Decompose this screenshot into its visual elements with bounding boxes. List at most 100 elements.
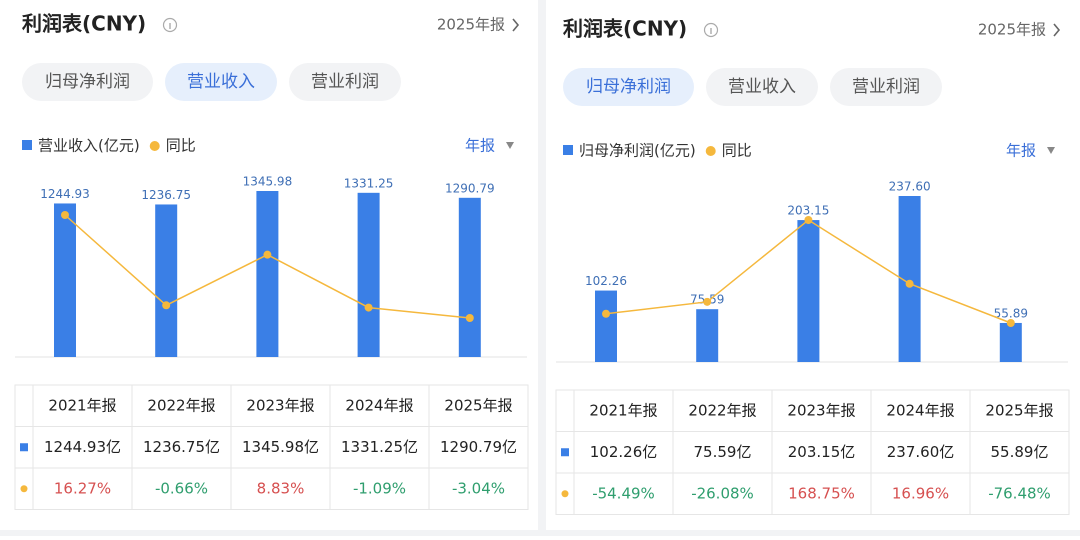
tab-label[interactable]: 营业利润 <box>311 72 379 92</box>
data-label: 1290.79 <box>445 181 495 195</box>
row-dot <box>20 485 28 493</box>
tab[interactable] <box>830 68 942 106</box>
table-cell: 55.89亿 <box>991 443 1049 461</box>
data-label: 55.89 <box>994 306 1028 320</box>
data-label: 102.26 <box>585 274 627 288</box>
chevron <box>512 18 520 32</box>
legend-label: 同比 <box>722 142 752 160</box>
yoy-point <box>602 309 610 318</box>
period-selector[interactable]: 2025年报 <box>978 21 1046 39</box>
table-cell: 237.60亿 <box>887 443 955 461</box>
table-cell: -26.08% <box>691 484 754 502</box>
legend-swatch <box>22 140 32 150</box>
table-cell: 16.27% <box>54 479 111 497</box>
table-cell: -3.04% <box>452 479 505 497</box>
legend-dot <box>149 141 160 151</box>
info-icon[interactable] <box>703 22 719 38</box>
tab[interactable] <box>289 63 401 101</box>
table-header: 2024年报 <box>345 396 413 414</box>
data-label: 1345.98 <box>243 175 293 189</box>
filter-selector[interactable]: 年报 <box>465 137 495 155</box>
chevron <box>1053 23 1061 37</box>
yoy-point <box>703 297 712 306</box>
yoy-point <box>804 216 813 224</box>
table-cell: 75.59亿 <box>694 443 752 461</box>
tab[interactable] <box>563 68 694 106</box>
bar <box>256 191 279 357</box>
data-label: 203.15 <box>787 204 829 218</box>
table-cell: 168.75% <box>788 484 855 502</box>
table-header: 2025年报 <box>985 401 1053 419</box>
row-dot <box>561 490 569 498</box>
panel-title: 利润表(CNY) <box>563 17 687 41</box>
table-frame <box>14 384 529 510</box>
dropdown-arrow <box>506 142 514 149</box>
row-swatch <box>561 448 569 457</box>
table-cell: 16.96% <box>892 484 949 502</box>
table-cell: 1244.93亿 <box>44 438 121 456</box>
table-cell: -54.49% <box>592 484 655 502</box>
bar <box>155 204 178 357</box>
data-label: 1244.93 <box>40 187 90 201</box>
table-frame <box>555 389 1070 515</box>
yoy-point <box>364 303 373 312</box>
table-cell: 8.83% <box>257 479 305 497</box>
data-label: 1331.25 <box>344 176 394 190</box>
table-cell: -1.09% <box>353 479 406 497</box>
table-header: 2021年报 <box>589 401 657 419</box>
table-header: 2025年报 <box>444 396 512 414</box>
tab[interactable] <box>22 63 153 101</box>
table-header: 2024年报 <box>886 401 954 419</box>
bottom-strip <box>0 530 1080 536</box>
filter-selector[interactable]: 年报 <box>1006 142 1036 160</box>
bar <box>357 192 380 357</box>
data-label: 1236.75 <box>141 188 191 202</box>
table-cell: -0.66% <box>155 479 208 497</box>
tab[interactable] <box>706 68 818 106</box>
table-cell: 1345.98亿 <box>242 438 319 456</box>
table-cell: 1290.79亿 <box>440 438 517 456</box>
dropdown-arrow <box>1047 147 1055 154</box>
yoy-point <box>162 301 171 310</box>
bar <box>595 290 617 362</box>
table-cell: 1331.25亿 <box>341 438 418 456</box>
table-header: 2023年报 <box>246 396 314 414</box>
bar <box>54 203 76 357</box>
tab-label[interactable]: 营业收入 <box>187 72 255 92</box>
table-cell: 1236.75亿 <box>143 438 220 456</box>
table-header: 2022年报 <box>688 401 756 419</box>
legend-label: 同比 <box>166 137 196 155</box>
row-swatch <box>20 443 28 452</box>
legend-label: 营业收入(亿元) <box>38 137 140 155</box>
bar <box>797 220 820 362</box>
period-selector[interactable]: 2025年报 <box>437 16 505 34</box>
legend-label: 归母净利润(亿元) <box>579 142 696 160</box>
tab[interactable] <box>165 63 277 101</box>
panel-title: 利润表(CNY) <box>22 12 146 36</box>
tab-label[interactable]: 营业收入 <box>728 77 796 97</box>
bar <box>696 309 719 362</box>
tab-label[interactable]: 归母净利润 <box>45 72 130 92</box>
table-cell: 203.15亿 <box>788 443 856 461</box>
bar <box>999 322 1022 362</box>
legend-swatch <box>563 145 573 155</box>
divider <box>538 0 546 536</box>
table-header: 2021年报 <box>48 396 116 414</box>
table-header: 2023年报 <box>787 401 855 419</box>
yoy-point <box>905 279 914 288</box>
bar <box>458 197 481 357</box>
yoy-point <box>61 211 69 219</box>
table-cell: 102.26亿 <box>590 443 658 461</box>
tab-label[interactable]: 营业利润 <box>852 77 920 97</box>
table-header: 2022年报 <box>147 396 215 414</box>
legend-dot <box>705 146 716 156</box>
tab-label[interactable]: 归母净利润 <box>586 77 671 97</box>
table-cell: -76.48% <box>988 484 1051 502</box>
yoy-point <box>465 314 474 322</box>
info-icon[interactable] <box>162 17 178 33</box>
data-label: 237.60 <box>889 180 931 194</box>
bar <box>898 196 921 362</box>
